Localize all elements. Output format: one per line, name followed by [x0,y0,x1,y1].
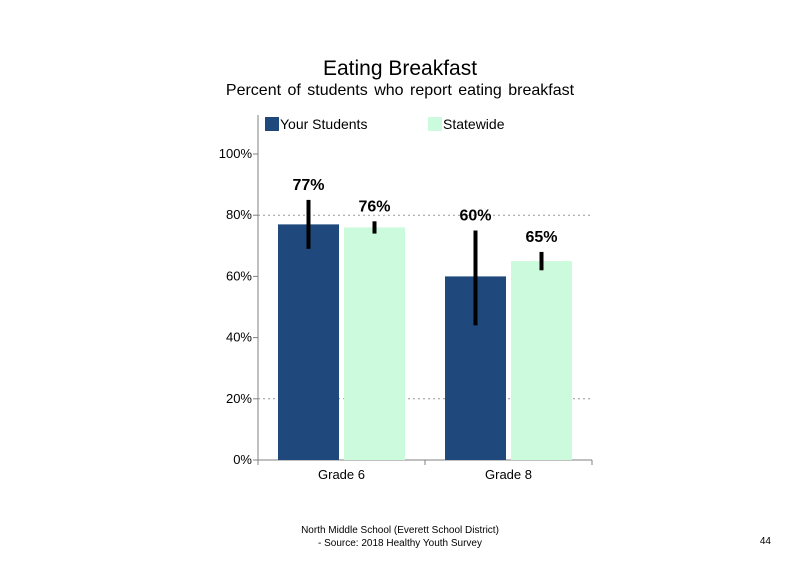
legend-label: Statewide [443,116,505,132]
data-label: 76% [358,198,390,215]
chart-title: Eating Breakfast [322,57,478,80]
legend-swatch [265,117,279,131]
bar-statewide [511,261,572,460]
y-tick-label: 60% [226,268,252,283]
data-label: 65% [525,229,557,246]
y-tick-label: 80% [226,207,252,222]
legend-swatch [428,117,442,131]
y-tick-label: 40% [226,330,252,345]
data-label: 60% [459,208,491,225]
y-tick-label: 20% [226,391,252,406]
y-tick-label: 0% [233,452,252,467]
footer-source-line: - Source: 2018 Healthy Youth Survey [318,538,482,549]
footer-source: North Middle School (Everett School Dist… [230,524,570,550]
chart-subtitle: Percent of students who report eating br… [225,82,575,99]
bar-your-students [278,224,339,460]
bar-statewide [344,227,405,460]
footer-school: North Middle School (Everett School Dist… [301,525,499,536]
x-tick-label: Grade 6 [318,467,365,482]
data-label: 77% [292,177,324,194]
x-tick-label: Grade 8 [485,467,532,482]
page-number: 44 [759,536,771,547]
legend-label: Your Students [280,116,367,132]
y-tick-label: 100% [219,146,253,161]
